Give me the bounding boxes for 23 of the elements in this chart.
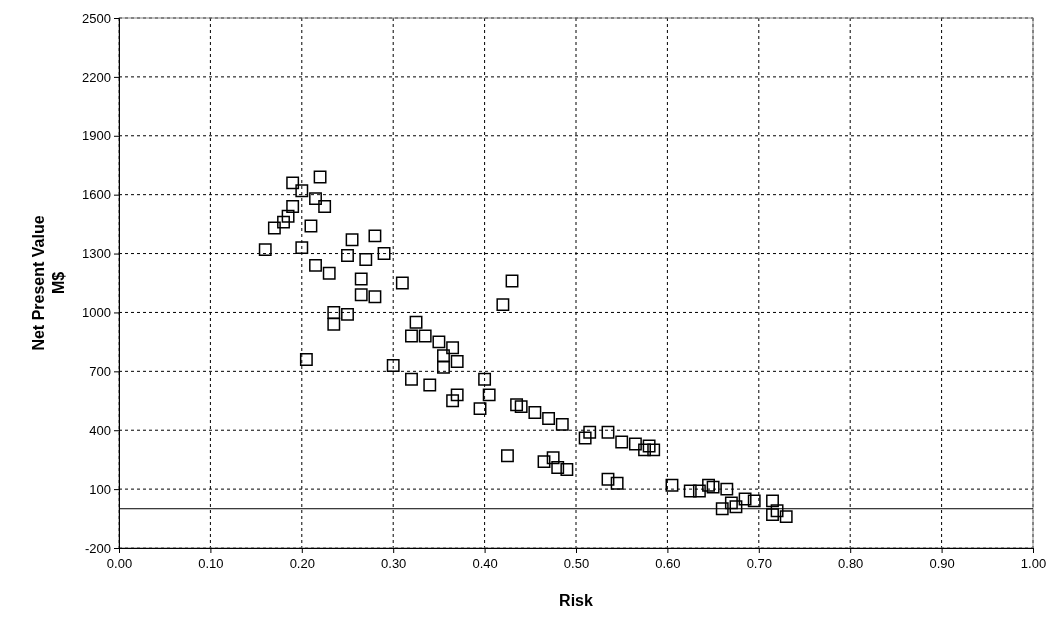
y-tick-label: 700 <box>89 363 111 379</box>
y-tick-label: 400 <box>89 422 111 438</box>
x-tick-label: 0.70 <box>746 555 772 571</box>
y-tick-label: 100 <box>89 481 111 497</box>
y-tick-label: 2500 <box>82 10 111 26</box>
x-axis-title: Risk <box>559 592 593 609</box>
x-tick-label: 0.30 <box>381 555 407 571</box>
y-axis-title: Net Present Value M$ <box>30 215 67 351</box>
x-tick-label: 0.50 <box>563 555 590 571</box>
y-tick-label: -200 <box>84 540 111 556</box>
y-tick-label: 1300 <box>82 246 111 262</box>
x-tick-label: 0.10 <box>198 555 224 571</box>
y-tick-label: 1600 <box>82 187 111 203</box>
x-tick-label: 0.20 <box>289 555 315 571</box>
y-tick-label: 2200 <box>82 69 111 85</box>
y-tick-label: 1900 <box>82 128 111 144</box>
y-tick-label: 1000 <box>82 305 111 321</box>
x-tick-label: 0.80 <box>838 555 864 571</box>
x-tick-label: 1.00 <box>1020 555 1047 571</box>
x-tick-label: 0.40 <box>472 555 498 571</box>
x-tick-label: 0.90 <box>929 555 955 571</box>
x-tick-label: 0.60 <box>655 555 681 571</box>
x-tick-label: 0.00 <box>106 555 133 571</box>
